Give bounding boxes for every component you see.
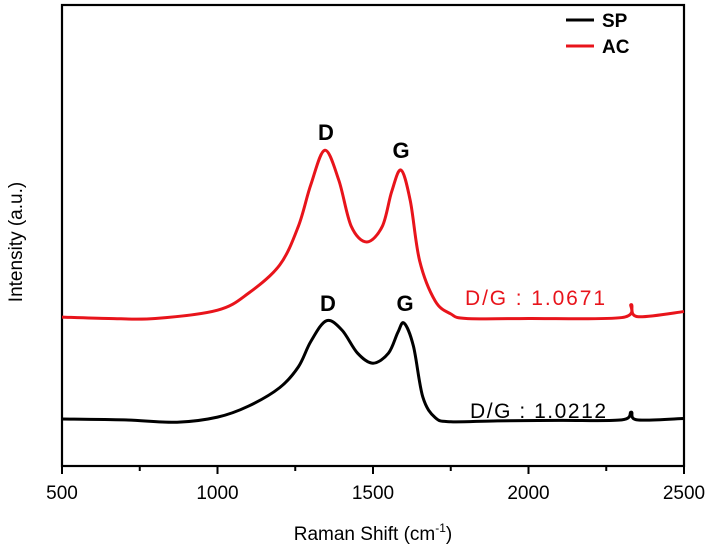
sp-g-peak-label: G — [396, 291, 413, 316]
x-axis-label: Raman Shift (cm-1) — [294, 521, 452, 545]
x-tick-label: 500 — [46, 483, 78, 504]
legend-label-sp: SP — [602, 11, 628, 32]
series-line-ac — [61, 148, 685, 321]
sp-d-peak-label: D — [320, 291, 336, 316]
ac-d-peak-label: D — [318, 120, 334, 145]
x-tick-label: 1000 — [196, 483, 238, 504]
legend-label-ac: AC — [602, 37, 630, 58]
ac-g-peak-label: G — [392, 138, 409, 163]
y-axis-label: Intensity (a.u.) — [6, 182, 27, 302]
plot-frame — [60, 3, 686, 468]
x-tick-label: 2000 — [507, 483, 549, 504]
sp-dg-ratio-label: D/G : 1.0212 — [470, 400, 606, 423]
series-line-sp — [61, 318, 685, 424]
legend: SP AC — [566, 11, 630, 58]
ac-dg-ratio-label: D/G : 1.0671 — [465, 287, 605, 310]
x-tick-label: 1500 — [352, 483, 394, 504]
x-tick-label: 2500 — [663, 483, 705, 504]
